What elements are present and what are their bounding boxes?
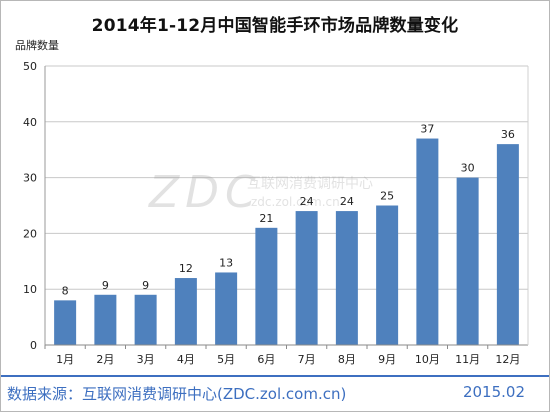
grid-layer [45, 65, 528, 290]
axis-layer: 0 10 20 30 40 50 1月 2月 3月 4月 5月 6月 7月 8月 9月 10月 11月 12月 [23, 60, 529, 366]
bar-1月 [54, 300, 77, 345]
bar-9月 [376, 205, 399, 345]
footer: 数据来源：互联网消费调研中心(ZDC.zol.com.cn) 2015.02 [1, 380, 549, 408]
bars-layer [54, 138, 519, 345]
value-label-12月: 36 [501, 128, 515, 141]
bar-7月 [295, 211, 318, 345]
value-label-11月: 30 [461, 162, 475, 175]
data-source-text: 数据来源：互联网消费调研中心(ZDC.zol.com.cn) [7, 385, 347, 403]
y-tick-label-0: 0 [30, 339, 37, 352]
value-label-6月: 21 [259, 212, 273, 225]
x-tick-label-10月: 10月 [415, 353, 440, 366]
bar-2月 [94, 294, 117, 345]
bar-12月 [496, 144, 519, 345]
x-tick-label-9月: 9月 [378, 353, 396, 366]
watermark-logo: ZDC [148, 167, 262, 218]
bar-5月 [215, 272, 238, 345]
bar-11月 [456, 177, 479, 345]
value-label-3月: 9 [142, 279, 149, 292]
x-tick-label-4月: 4月 [177, 353, 195, 366]
x-tick-label-11月: 11月 [455, 353, 480, 366]
bar-3月 [134, 294, 157, 345]
zdc-watermark: ZDC 互联网消费调研中心 zdc.zol.com.cn [148, 167, 373, 218]
footer-divider [1, 375, 549, 377]
value-label-10月: 37 [420, 123, 434, 136]
bar-4月 [174, 278, 197, 345]
value-label-8月: 24 [340, 195, 354, 208]
value-label-7月: 24 [300, 195, 314, 208]
x-tick-label-8月: 8月 [338, 353, 356, 366]
y-tick-label-30: 30 [23, 172, 37, 185]
bar-10月 [416, 138, 439, 345]
bar-6月 [255, 227, 278, 345]
value-label-5月: 13 [219, 256, 233, 269]
y-tick-label-10: 10 [23, 283, 37, 296]
x-tick-label-3月: 3月 [137, 353, 155, 366]
y-tick-label-40: 40 [23, 116, 37, 129]
x-tick-label-1月: 1月 [56, 353, 74, 366]
y-tick-label-20: 20 [23, 227, 37, 240]
x-tick-label-7月: 7月 [298, 353, 316, 366]
x-tick-label-5月: 5月 [217, 353, 235, 366]
watermark-line1: 互联网消费调研中心 [247, 176, 373, 192]
value-label-4月: 12 [179, 262, 193, 275]
x-tick-label-2月: 2月 [96, 353, 114, 366]
value-label-1月: 8 [62, 284, 69, 297]
publish-date: 2015.02 [462, 383, 525, 401]
value-label-9月: 25 [380, 190, 394, 203]
watermark-line2: zdc.zol.com.cn [251, 195, 340, 209]
y-tick-label-50: 50 [23, 60, 37, 73]
chart-title: 2014年1-12月中国智能手环市场品牌数量变化 [91, 16, 459, 36]
x-tick-label-12月: 12月 [495, 353, 520, 366]
labels-layer: 8 9 9 12 13 21 24 24 25 37 30 36 [62, 123, 515, 298]
y-axis-label: 品牌数量 [15, 39, 59, 52]
value-label-2月: 9 [102, 279, 109, 292]
bar-chart: ZDC 互联网消费调研中心 zdc.zol.com.cn 8 9 9 12 13 21 24… [23, 60, 529, 366]
bar-8月 [335, 211, 358, 345]
x-tick-label-6月: 6月 [257, 353, 275, 366]
